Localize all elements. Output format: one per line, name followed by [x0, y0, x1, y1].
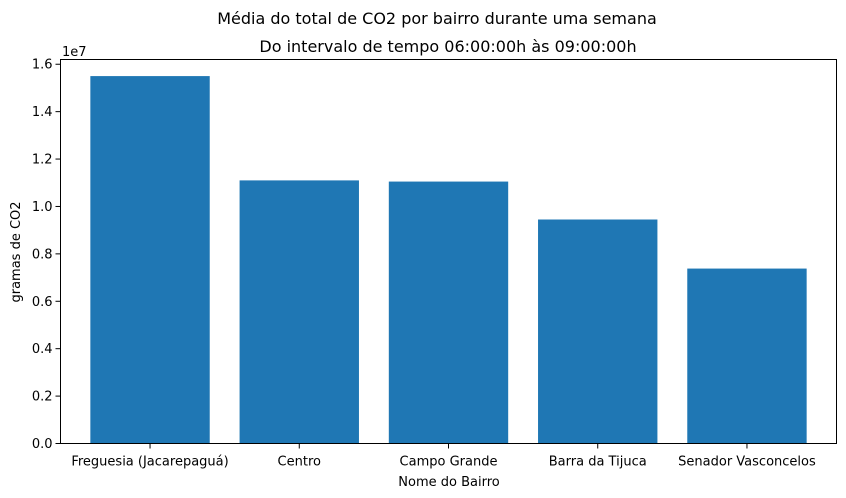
bar-1 — [239, 180, 359, 444]
bar-3 — [538, 219, 658, 444]
bar-2 — [388, 181, 509, 444]
y-tick-label-2: 0.4 — [32, 342, 53, 357]
x-tick-label-4: Senador Vasconcelos — [678, 455, 816, 470]
chart-title: Média do total de CO2 por bairro durante… — [217, 9, 657, 28]
y-axis-label: gramas de CO2 — [9, 201, 24, 302]
x-axis: Freguesia (Jacarepaguá) Centro Campo Grand… — [71, 443, 816, 470]
chart-subtitle: Do intervalo de tempo 06:00:00h às 09:00… — [259, 37, 636, 56]
y-tick-label-7: 1.4 — [32, 105, 53, 120]
x-tick-label-0: Freguesia (Jacarepaguá) — [71, 455, 228, 470]
y-tick-label-8: 1.6 — [32, 58, 53, 73]
y-tick-label-5: 1.0 — [32, 200, 53, 215]
x-tick-label-1: Centro — [278, 455, 321, 470]
y-offset-label: 1e7 — [62, 45, 87, 60]
bars-group — [90, 76, 807, 444]
y-tick-label-0: 0.0 — [32, 437, 53, 452]
y-tick-label-1: 0.2 — [32, 390, 53, 405]
bar-0 — [90, 76, 210, 444]
x-axis-label: Nome do Bairro — [398, 475, 499, 490]
plot-frame — [60, 59, 837, 444]
bar-4 — [687, 268, 807, 444]
x-tick-label-3: Barra da Tijuca — [549, 455, 647, 470]
y-tick-label-6: 1.2 — [32, 153, 53, 168]
x-tick-label-2: Campo Grande — [400, 455, 498, 470]
y-axis: 0.0 0.2 0.4 0.6 0.8 1.0 1.2 1.4 1.6 — [32, 58, 61, 452]
y-tick-label-4: 0.8 — [32, 247, 53, 262]
y-tick-label-3: 0.6 — [32, 295, 53, 310]
